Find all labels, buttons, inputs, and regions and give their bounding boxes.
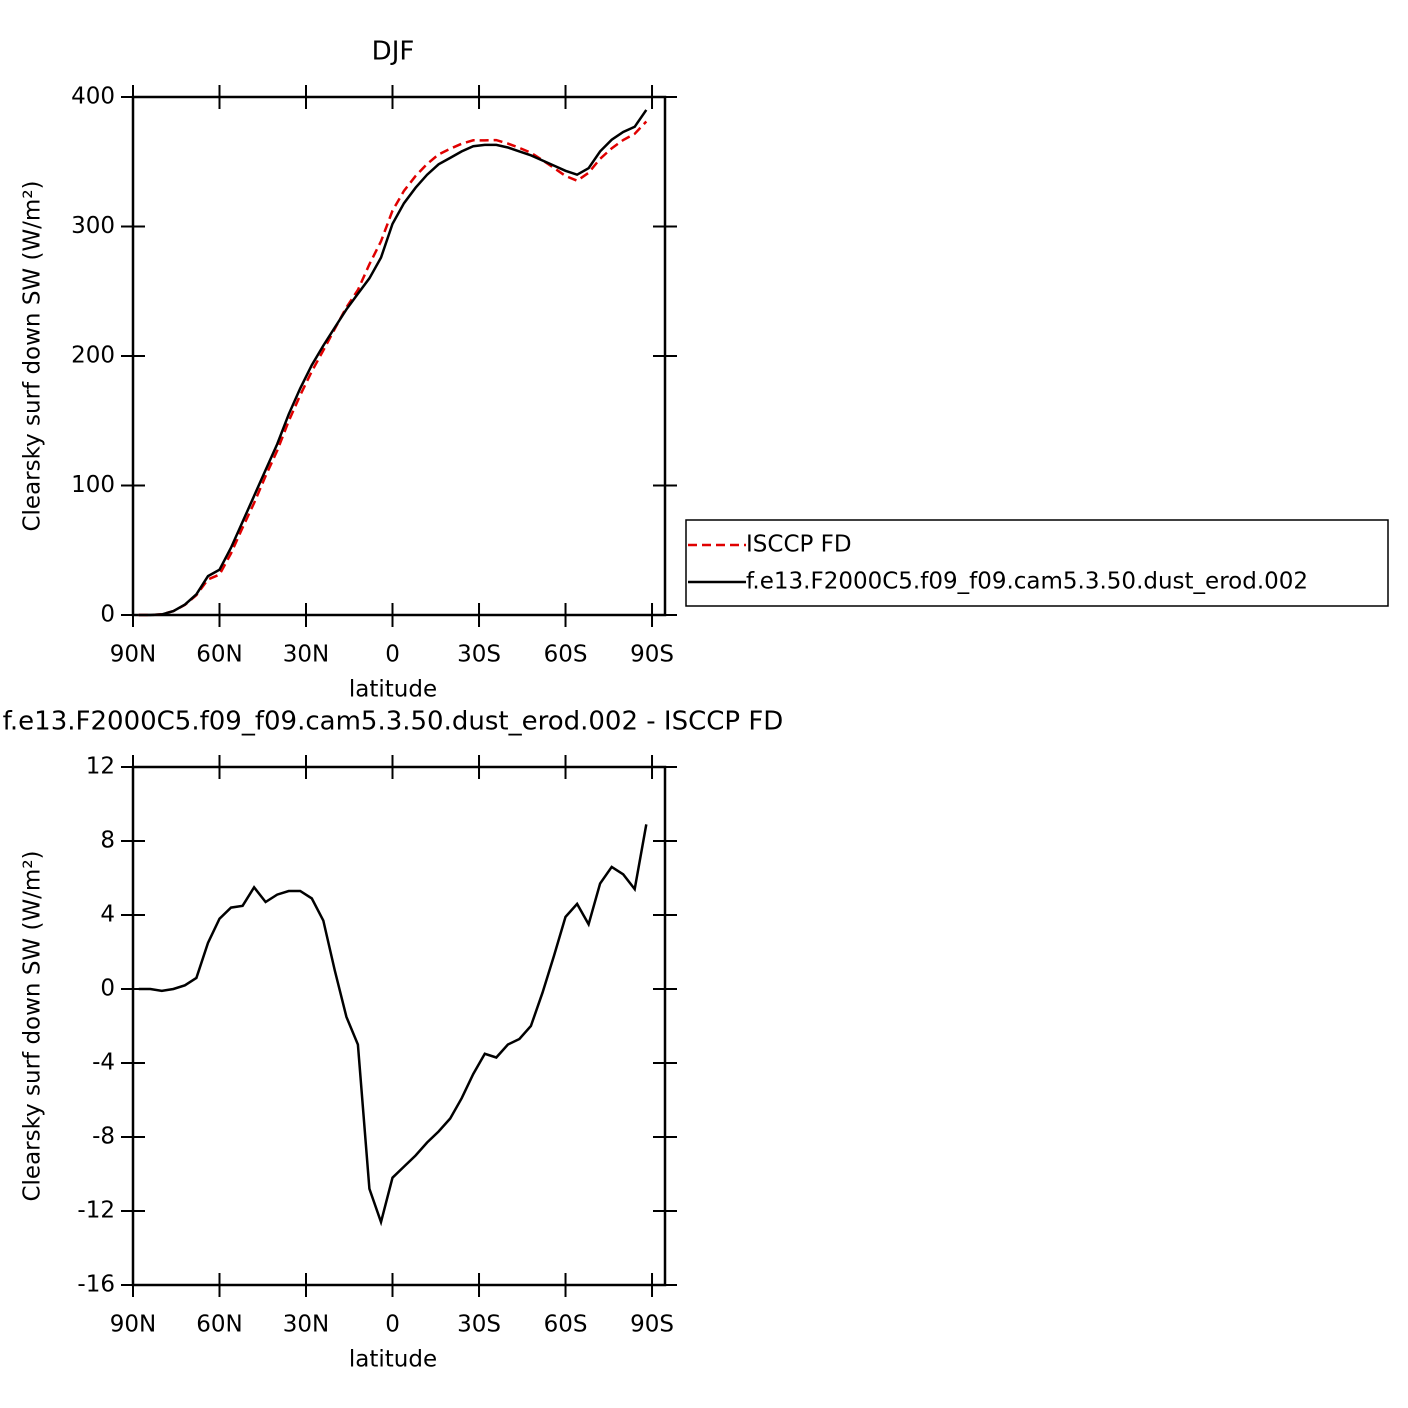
y-tick-label: 12 [86, 754, 115, 780]
plot-frame [131, 95, 667, 617]
y-tick-label: -8 [92, 1124, 115, 1150]
x-tick-label: 90S [630, 642, 674, 668]
data-line [138, 824, 648, 1227]
x-tick-label: 60S [544, 1312, 588, 1338]
y-tick-label: -4 [92, 1050, 115, 1076]
x-tick-label: 90N [110, 642, 156, 668]
x-tick-label: 0 [385, 1312, 400, 1338]
x-tick-label: 30S [457, 1312, 501, 1338]
legend-label: ISCCP FD [746, 532, 852, 558]
x-tick-label: 30N [283, 1312, 329, 1338]
y-tick-label: 0 [100, 976, 115, 1002]
y-axis-label: Clearsky surf down SW (W/m²) [20, 850, 46, 1201]
x-tick-label: 90N [110, 1312, 156, 1338]
legend-box [685, 519, 1389, 607]
y-tick-label: 400 [71, 84, 115, 110]
x-tick-label: 60S [544, 642, 588, 668]
y-tick-label: 200 [71, 343, 115, 369]
chart-title: f.e13.F2000C5.f09_f09.cam5.3.50.dust_ero… [3, 707, 784, 737]
y-tick-label: 0 [100, 602, 115, 628]
y-tick-label: 4 [100, 902, 115, 928]
y-axis-label: Clearsky surf down SW (W/m²) [20, 180, 46, 531]
plot-frame [131, 765, 667, 1287]
x-axis-label: latitude [349, 1347, 437, 1373]
x-tick-label: 90S [630, 1312, 674, 1338]
y-tick-label: 300 [71, 213, 115, 239]
x-tick-label: 60N [196, 642, 242, 668]
x-tick-label: 30S [457, 642, 501, 668]
legend-label: f.e13.F2000C5.f09_f09.cam5.3.50.dust_ero… [746, 569, 1308, 595]
x-tick-label: 30N [283, 642, 329, 668]
y-tick-label: -16 [77, 1272, 115, 1298]
y-tick-label: -12 [77, 1198, 115, 1224]
data-line [138, 109, 648, 617]
data-line [138, 120, 648, 617]
x-tick-label: 60N [196, 1312, 242, 1338]
y-tick-label: 100 [71, 472, 115, 498]
x-axis-label: latitude [349, 677, 437, 703]
y-tick-label: 8 [100, 828, 115, 854]
x-tick-label: 0 [385, 642, 400, 668]
chart-title: DJF [372, 37, 415, 67]
